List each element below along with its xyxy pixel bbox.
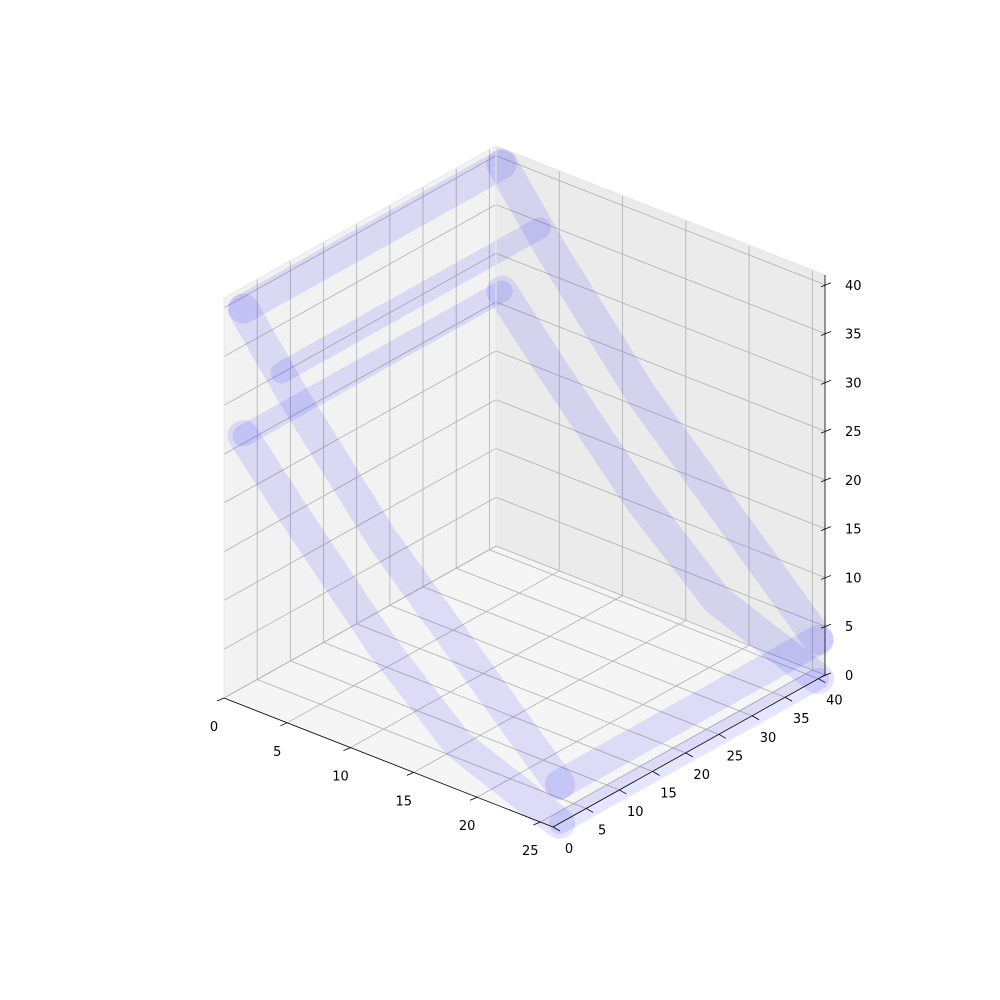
grid-line-z-left xyxy=(223,204,497,357)
z-tick xyxy=(820,282,832,288)
y-tick-label: 0 xyxy=(565,842,573,857)
grid-line-y-floor xyxy=(489,549,819,680)
grid-lines xyxy=(223,146,826,828)
y-tick xyxy=(585,808,594,813)
z-tick-label: 35 xyxy=(845,328,862,343)
y-tick-label: 30 xyxy=(760,731,777,746)
z-tick-label: 20 xyxy=(845,474,862,489)
z-tick xyxy=(820,331,832,336)
y-axis-line xyxy=(552,674,826,828)
z-tick xyxy=(820,575,832,580)
grid-line-z-left xyxy=(223,448,497,601)
y-tick-label: 10 xyxy=(627,805,644,820)
z-tick xyxy=(820,428,832,434)
x-axis-line xyxy=(223,697,554,828)
x-tick-label: 15 xyxy=(396,794,413,809)
grid-line-z-back xyxy=(495,545,826,676)
y-tick-label: 15 xyxy=(660,786,677,801)
z-tick-label: 5 xyxy=(845,620,853,635)
grid-line-z-left xyxy=(223,155,497,309)
isosurface-band-6 xyxy=(232,280,513,447)
grid-line-y-floor xyxy=(356,623,686,754)
isosurface-band-0 xyxy=(227,293,576,800)
grid-line-z-left xyxy=(223,350,497,504)
grid-line-y-floor xyxy=(389,604,719,735)
y-tick-label: 20 xyxy=(693,768,710,783)
x-tick xyxy=(216,697,225,702)
grid-line-z-left xyxy=(223,252,497,406)
z-tick xyxy=(820,477,832,483)
y-tick-label: 5 xyxy=(598,824,606,839)
y-tick-label: 35 xyxy=(793,712,810,727)
z-tick-label: 15 xyxy=(845,523,862,538)
grid-line-z-left xyxy=(223,496,497,650)
grid-line-z-back xyxy=(495,399,826,530)
x-tick xyxy=(469,796,478,801)
grid-line-y-floor xyxy=(257,679,587,809)
z-tick-label: 25 xyxy=(845,425,862,440)
x-tick xyxy=(280,722,288,727)
grid-line-y-floor xyxy=(323,642,653,772)
grid-line-x-floor xyxy=(476,644,750,798)
grid-line-y-floor xyxy=(456,567,786,698)
isosurface-band-1 xyxy=(227,420,576,839)
grid-line-x-floor xyxy=(413,620,687,773)
x-tick-label: 10 xyxy=(332,770,349,785)
isosurface-band-7 xyxy=(544,625,834,799)
z-tick xyxy=(820,672,832,678)
grid-line-z-left xyxy=(223,545,497,699)
back-pane xyxy=(496,146,825,675)
grid-line-z-back xyxy=(495,301,826,432)
y-tick xyxy=(818,678,826,684)
z-tick-label: 30 xyxy=(845,376,862,391)
z-tick-label: 10 xyxy=(845,571,862,586)
grid-line-z-back xyxy=(495,448,826,578)
x-tick-label: 0 xyxy=(210,720,218,735)
grid-line-z-back xyxy=(495,204,826,334)
grid-line-z-left xyxy=(223,399,497,553)
isosurface-band-3 xyxy=(486,275,834,695)
z-tick xyxy=(820,623,832,629)
x-tick xyxy=(406,772,414,776)
z-tick-label: 40 xyxy=(845,279,862,294)
y-tick xyxy=(652,771,660,776)
y-tick-label: 25 xyxy=(727,749,744,764)
grid-line-x-floor xyxy=(287,570,560,724)
axis-lines xyxy=(223,145,826,828)
x-tick xyxy=(343,747,351,751)
x-tick-label: 25 xyxy=(522,844,539,859)
z-tick-label: 0 xyxy=(845,669,853,684)
x-tick-label: 20 xyxy=(459,819,476,834)
pane-edge xyxy=(223,145,497,299)
y-tick xyxy=(718,733,727,739)
y-tick xyxy=(751,715,760,721)
grid-line-x-floor xyxy=(540,669,813,823)
grid-line-y-floor xyxy=(290,660,620,791)
axis-ticks xyxy=(216,282,832,832)
y-tick xyxy=(685,752,693,758)
y-tick xyxy=(619,789,627,795)
isosurface-band-4 xyxy=(228,149,517,324)
z-tick xyxy=(820,379,832,385)
x-tick-label: 5 xyxy=(273,745,281,760)
grid-line-z-back xyxy=(495,350,826,481)
y-tick-label: 40 xyxy=(826,694,843,709)
x-tick xyxy=(533,821,541,826)
grid-line-z-back xyxy=(495,155,826,286)
grid-line-x-floor xyxy=(350,595,623,748)
z-tick xyxy=(820,526,832,532)
y-tick xyxy=(784,696,793,702)
isosurface-band-2 xyxy=(486,148,834,656)
pane-edge xyxy=(495,145,826,276)
grid-line-z-left xyxy=(223,301,497,455)
y-tick xyxy=(552,826,561,832)
grid-line-y-floor xyxy=(422,586,753,717)
left-pane xyxy=(224,146,496,698)
grid-line-z-back xyxy=(495,252,826,383)
grid-line-z-back xyxy=(495,496,826,627)
